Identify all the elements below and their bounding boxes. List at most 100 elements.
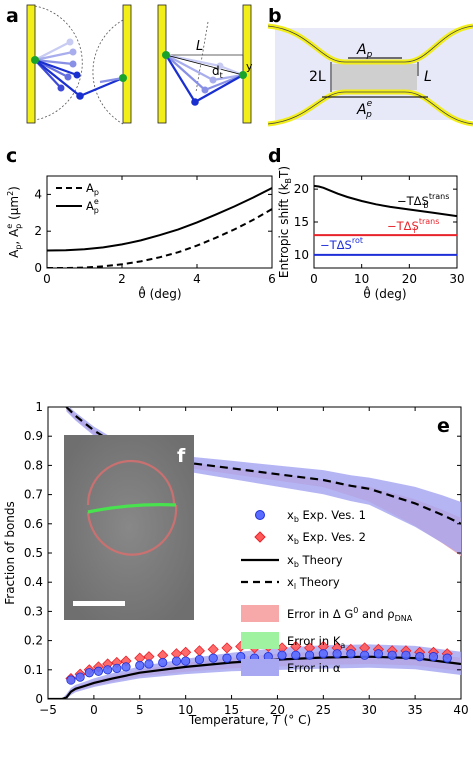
point-ves1 xyxy=(93,666,104,676)
d-label-rot: −TΔSrot xyxy=(320,236,363,252)
point-ves1 xyxy=(360,650,370,660)
point-ves1 xyxy=(158,657,168,668)
vesicle-bottom xyxy=(86,504,178,556)
c-legend-Ape: Ae p xyxy=(86,197,99,215)
legend-error-alpha: Error in α xyxy=(287,661,341,675)
panel-b: b Ap Ae p 2L L xyxy=(267,5,473,127)
series-line-b-trans xyxy=(314,184,457,218)
x-tick-label: 30 xyxy=(449,272,464,286)
e-y-axis-label: Fraction of bonds xyxy=(3,501,17,605)
label-L: L xyxy=(196,39,203,54)
panel-label-e: e xyxy=(437,415,450,437)
panel-label-b: b xyxy=(268,5,282,27)
point-ves1 xyxy=(373,649,383,659)
d-x-axis-label: θ̂ (deg) xyxy=(363,285,406,301)
label-2L: 2L xyxy=(309,69,326,85)
legend-marker-ves2 xyxy=(254,531,266,543)
d-y-axis-label: Entropic shift (kBT) xyxy=(277,166,293,278)
panel-e: −5 0 5 10 15 20 25 30 35 4000.10.20.30.40.50.60.7… xyxy=(3,400,469,727)
panel-label-d: d xyxy=(268,145,282,167)
y-tick-label: 0.4 xyxy=(24,575,43,589)
point-ves1 xyxy=(304,650,315,660)
x-tick-label: 30 xyxy=(362,703,377,717)
x-tick-label: 40 xyxy=(453,703,468,717)
y-tick-label: 0.3 xyxy=(24,604,43,618)
legend-marker-ves1 xyxy=(255,510,265,520)
inset-f-micrograph: f xyxy=(64,435,194,620)
point-ves1 xyxy=(318,649,328,659)
point-ves1 xyxy=(428,652,439,662)
y-tick-label: 10 xyxy=(294,248,309,262)
d-label-b-trans: −TΔStrans b xyxy=(397,192,449,210)
x-tick-label: 10 xyxy=(354,272,369,286)
y-tick-label: 2 xyxy=(34,224,42,238)
micrograph-background xyxy=(64,435,194,620)
y-tick-label: 0.2 xyxy=(24,634,43,648)
x-tick-label: 0 xyxy=(90,703,98,717)
legend-swatch-alpha xyxy=(241,659,279,676)
panel-label-f: f xyxy=(177,445,186,467)
error-band-alpha-top xyxy=(66,407,461,555)
point-ves1 xyxy=(171,656,182,666)
membrane-left-2 xyxy=(157,4,167,124)
point-ves1 xyxy=(181,656,191,666)
vesicle-top xyxy=(86,459,176,506)
label-y: y xyxy=(246,60,253,73)
panel-a: a xyxy=(6,4,253,125)
point-ves1 xyxy=(332,649,342,659)
c-y-axis-label: Ap, Aep (μm2) xyxy=(5,186,23,258)
membrane-left xyxy=(26,4,36,124)
point-ves2 xyxy=(193,645,205,657)
point-ves1 xyxy=(222,653,232,663)
x-tick-label: 5 xyxy=(136,703,144,717)
point-ves1 xyxy=(194,654,205,665)
y-tick-label: 0 xyxy=(34,261,42,275)
y-tick-label: 0.5 xyxy=(24,546,43,560)
legend-error-dg: Error in Δ G0 and ρDNA xyxy=(287,606,413,623)
x-tick-label: 15 xyxy=(224,703,239,717)
series-line-xb-theory xyxy=(48,655,461,699)
x-tick-label: 10 xyxy=(178,703,193,717)
x-tick-label: 2 xyxy=(118,272,126,286)
label-Ape: Ae p xyxy=(356,99,373,120)
point-ves1 xyxy=(144,659,154,669)
d-label-l-trans: −TΔStrans l xyxy=(387,217,439,235)
y-tick-label: 15 xyxy=(294,215,309,229)
panel-label-c: c xyxy=(6,145,17,167)
patch-region xyxy=(332,64,417,90)
dt-line xyxy=(195,21,209,93)
point-ves1 xyxy=(291,650,301,660)
point-ves1 xyxy=(208,653,218,663)
panel-c: c 0 2 4 6 0 2 4 θ̂ (deg) Ap, Aep (μm2) Ap Ae p xyxy=(5,145,276,301)
x-tick-label: 0 xyxy=(43,272,51,286)
panel-a-left-schematic xyxy=(26,4,132,125)
point-ves1 xyxy=(415,652,425,662)
point-ves2 xyxy=(221,642,233,654)
legend-swatch-dg xyxy=(241,605,279,622)
scale-bar xyxy=(73,601,125,606)
legend-error-ka: Error in Ka xyxy=(287,634,345,650)
label-L-b: L xyxy=(424,69,432,85)
point-ves1 xyxy=(75,672,85,682)
point-ves1 xyxy=(121,662,131,672)
c-legend-Ap: Ap xyxy=(86,181,99,197)
x-tick-label: −5 xyxy=(39,703,57,717)
y-tick-label: 0.7 xyxy=(24,488,43,502)
axes-c xyxy=(46,175,273,269)
point-ves2 xyxy=(207,643,219,655)
legend-xl-theory: xl Theory xyxy=(287,575,340,591)
x-tick-label: 20 xyxy=(270,703,285,717)
rotation-arc-left xyxy=(34,5,83,121)
x-tick-label: 6 xyxy=(268,272,276,286)
series-line-Ap xyxy=(47,208,272,268)
e-x-axis-label: Temperature, T (° C) xyxy=(188,713,311,727)
y-tick-label: 0 xyxy=(35,692,43,706)
point-ves1 xyxy=(387,650,397,660)
y-tick-label: 1 xyxy=(35,400,43,414)
point-ves1 xyxy=(112,663,122,673)
point-ves1 xyxy=(84,668,94,678)
point-ves1 xyxy=(236,652,246,662)
x-tick-label: 4 xyxy=(193,272,201,286)
c-x-axis-label: θ̂ (deg) xyxy=(138,285,181,301)
rotation-arc-right xyxy=(92,19,124,125)
